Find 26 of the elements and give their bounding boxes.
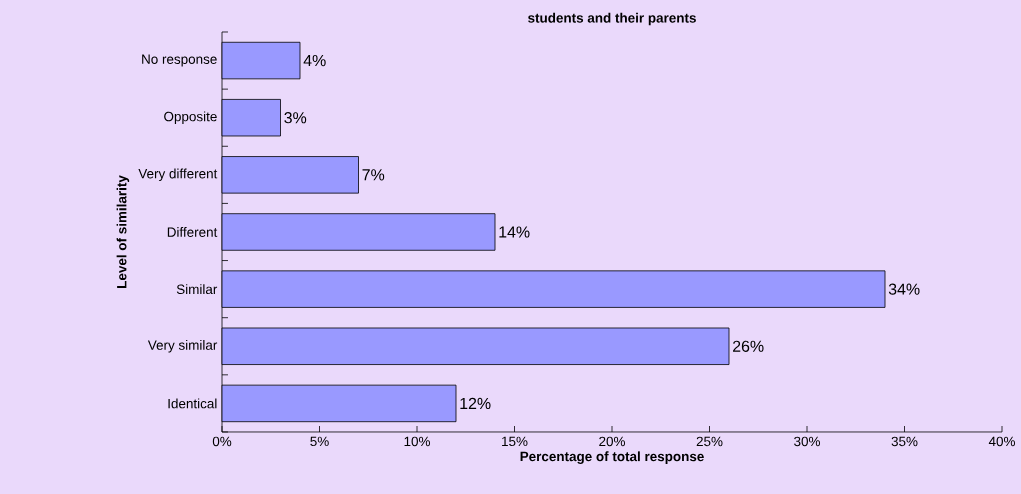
chart-title: students and their parents <box>528 12 696 26</box>
y-tick-label: Very different <box>138 168 218 182</box>
x-tick-label: 0% <box>212 436 232 447</box>
y-tick-label: Different <box>167 227 218 237</box>
y-tick-label: Opposite <box>164 111 217 124</box>
x-tick-label: 30% <box>794 436 820 447</box>
y-tick-label: Very similar <box>147 340 218 353</box>
data-label: 4% <box>303 54 326 67</box>
x-tick-label: 40% <box>988 436 1015 447</box>
y-tick-label: Identical <box>168 398 217 409</box>
x-tick-label: 5% <box>310 436 329 447</box>
x-tick-label: 35% <box>891 436 918 447</box>
data-label: 26% <box>733 340 764 352</box>
x-tick-label: 25% <box>696 436 723 447</box>
x-axis-title: Percentage of total response <box>520 451 704 464</box>
x-tick-label: 15% <box>502 436 528 447</box>
y-tick-label: Similar <box>176 284 218 295</box>
x-tick-label: 20% <box>599 436 625 447</box>
x-tick-label: 10% <box>404 436 430 447</box>
data-label: 14% <box>499 226 530 238</box>
data-label: 34% <box>888 283 920 295</box>
data-label: 3% <box>284 112 307 124</box>
data-label: 7% <box>362 169 385 181</box>
data-label: 12% <box>460 397 491 410</box>
y-axis-title: Level of similarity <box>116 175 130 288</box>
y-tick-label: No response <box>142 54 217 67</box>
